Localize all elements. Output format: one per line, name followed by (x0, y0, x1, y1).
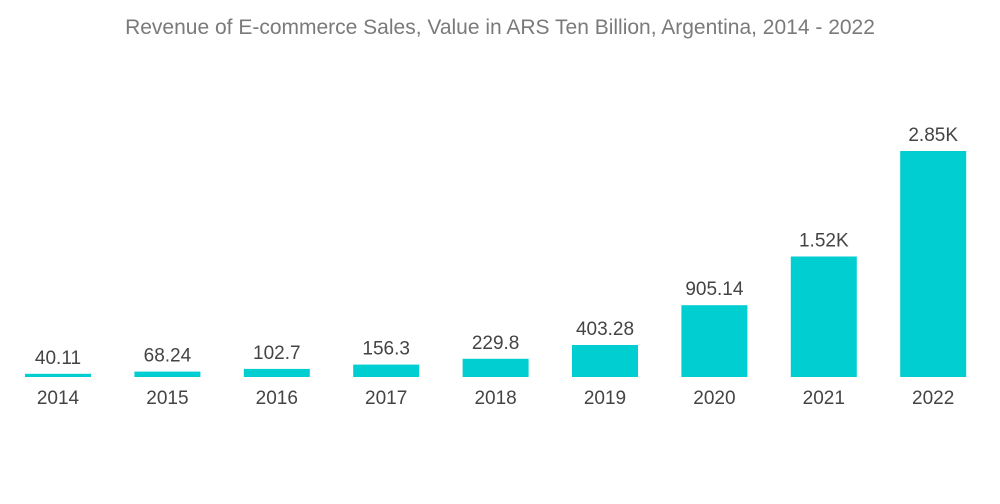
data-label-2020: 905.14 (685, 279, 744, 300)
bar-2016 (243, 368, 310, 377)
bar-2017 (353, 364, 420, 377)
bar-2021 (790, 256, 857, 377)
data-label-2022: 2.85K (908, 125, 958, 146)
bars-layer (25, 151, 967, 377)
x-axis-ticks-layer: 2014 2015 2016 2017 2018 2019 2020 2021 2022 (37, 388, 954, 409)
x-tick-2016: 2016 (256, 388, 298, 409)
x-tick-2018: 2018 (474, 388, 516, 409)
data-label-2016: 102.7 (253, 343, 301, 364)
x-tick-2022: 2022 (912, 388, 954, 409)
bar-2015 (134, 371, 201, 377)
bar-2014 (25, 373, 91, 377)
bar-2022 (900, 151, 967, 377)
x-tick-2019: 2019 (584, 388, 626, 409)
data-label-2019: 403.28 (576, 319, 634, 340)
data-label-2018: 229.8 (472, 333, 520, 354)
x-tick-2017: 2017 (365, 388, 407, 409)
x-tick-2020: 2020 (693, 388, 735, 409)
data-label-2021: 1.52K (799, 231, 849, 252)
x-tick-2014: 2014 (37, 388, 80, 409)
bar-2020 (681, 305, 748, 377)
data-label-2017: 156.3 (362, 339, 410, 360)
x-tick-2015: 2015 (146, 388, 188, 409)
bar-2018 (462, 358, 529, 377)
bar-2019 (572, 345, 638, 377)
chart-title: Revenue of E-commerce Sales, Value in AR… (125, 16, 875, 39)
x-tick-2021: 2021 (803, 388, 845, 409)
data-label-2015: 68.24 (144, 346, 192, 367)
data-labels-layer: 40.11 68.24 102.7 156.3 229.8 403.28 905.14 1.5… (35, 125, 958, 369)
data-label-2014: 40.11 (35, 348, 81, 369)
